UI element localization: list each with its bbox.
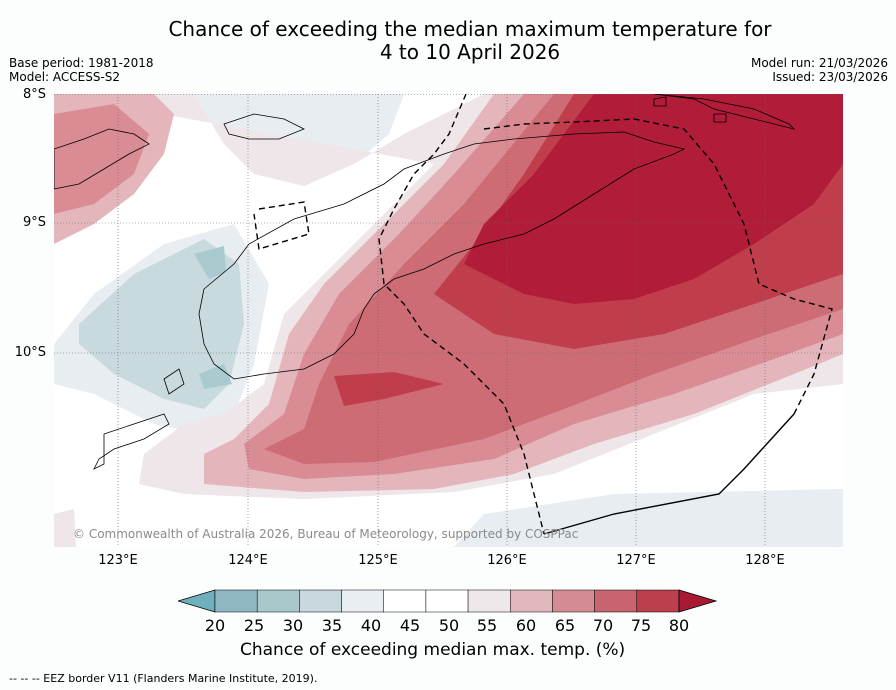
colorbar-swatch-25 xyxy=(214,589,258,613)
colorbar xyxy=(178,589,718,613)
colorbar-tick-50: 50 xyxy=(438,616,460,635)
issued-date: Issued: 23/03/2026 xyxy=(772,70,888,84)
lon-label-124e: 124°E xyxy=(228,553,268,568)
map-panel xyxy=(54,94,843,547)
lon-label-128e: 128°E xyxy=(745,553,785,568)
eez-border-timor-sea xyxy=(483,118,833,415)
contour-cooler-west-1 xyxy=(194,246,226,279)
colorbar-swatch-75 xyxy=(636,589,680,613)
coastline-timor-north xyxy=(203,131,686,295)
contour-cooler-west-2 xyxy=(199,364,232,389)
chart-title: Chance of exceeding the median maximum t… xyxy=(0,18,896,64)
lon-label-127e: 127°E xyxy=(616,553,656,568)
colorbar-extend-low xyxy=(178,589,216,613)
coastlines xyxy=(54,94,796,470)
colorbar-tick-80: 80 xyxy=(668,616,690,635)
colorbar-swatch-65 xyxy=(552,589,595,613)
colorbar-tick-35: 35 xyxy=(321,616,343,635)
colorbar-label: Chance of exceeding median max. temp. (%… xyxy=(240,640,626,660)
model-run: Model run: 21/03/2026 xyxy=(750,56,888,70)
coastline-small-islands xyxy=(653,96,727,123)
colorbar-swatch-70 xyxy=(594,589,638,613)
copyright-notice: © Commonwealth of Australia 2026, Bureau… xyxy=(73,527,579,541)
meta-left: Base period: 1981-2018 Model: ACCESS-S2 xyxy=(9,56,154,84)
contour-moderate-warm xyxy=(54,104,149,214)
coastline-wetar xyxy=(653,94,796,130)
colorbar-tick-45: 45 xyxy=(399,616,421,635)
title-line-1: Chance of exceeding the median maximum t… xyxy=(168,17,772,41)
colorbar-swatch-40 xyxy=(341,589,384,613)
contour-cool-west xyxy=(79,239,244,409)
colorbar-extend-high xyxy=(678,589,718,613)
graticule xyxy=(54,94,843,547)
colorbar-tick-60: 60 xyxy=(515,616,537,635)
contour-high-warm-patch xyxy=(334,372,444,406)
lat-label-8s: 8°S xyxy=(22,87,46,102)
coastline-flores-east xyxy=(54,128,150,190)
colorbar-swatch-55 xyxy=(467,589,511,613)
colorbar-swatch-35 xyxy=(299,589,342,613)
colorbar-swatches xyxy=(178,589,718,613)
colorbar-tick-25: 25 xyxy=(243,616,265,635)
colorbar-tick-65: 65 xyxy=(554,616,576,635)
coastline-alor xyxy=(223,113,305,140)
lon-label-125e: 125°E xyxy=(358,553,398,568)
lat-label-10s: 10°S xyxy=(14,345,46,360)
footnote-eez: -- -- -- EEZ border V11 (Flanders Marine… xyxy=(9,672,318,685)
colorbar-tick-70: 70 xyxy=(592,616,614,635)
coastline-rote xyxy=(93,413,170,470)
base-period: Base period: 1981-2018 xyxy=(9,56,154,70)
coastline-semau xyxy=(163,368,185,395)
eez-border xyxy=(378,94,545,535)
meta-right: Model run: 21/03/2026 Issued: 23/03/2026 xyxy=(751,56,888,84)
lat-label-9s: 9°S xyxy=(22,215,46,230)
lon-label-123e: 123°E xyxy=(98,553,138,568)
lon-label-126e: 126°E xyxy=(487,553,527,568)
colorbar-tick-55: 55 xyxy=(476,616,498,635)
title-line-2: 4 to 10 April 2026 xyxy=(379,40,561,64)
colorbar-tick-30: 30 xyxy=(282,616,304,635)
colorbar-swatch-45 xyxy=(383,589,427,613)
colorbar-tick-75: 75 xyxy=(630,616,652,635)
colorbar-swatch-30 xyxy=(256,589,300,613)
contour-very-high-warm xyxy=(464,94,843,304)
eez-border-oecusse xyxy=(253,201,310,250)
contour-faint-sw xyxy=(54,509,76,547)
colorbar-tick-20: 20 xyxy=(204,616,226,635)
colorbar-swatch-60 xyxy=(510,589,553,613)
colorbar-tick-40: 40 xyxy=(360,616,382,635)
coastline-timor-south xyxy=(198,288,375,380)
model-name: Model: ACCESS-S2 xyxy=(9,70,121,84)
colorbar-swatch-50 xyxy=(425,589,469,613)
eez-border-south xyxy=(543,413,795,535)
